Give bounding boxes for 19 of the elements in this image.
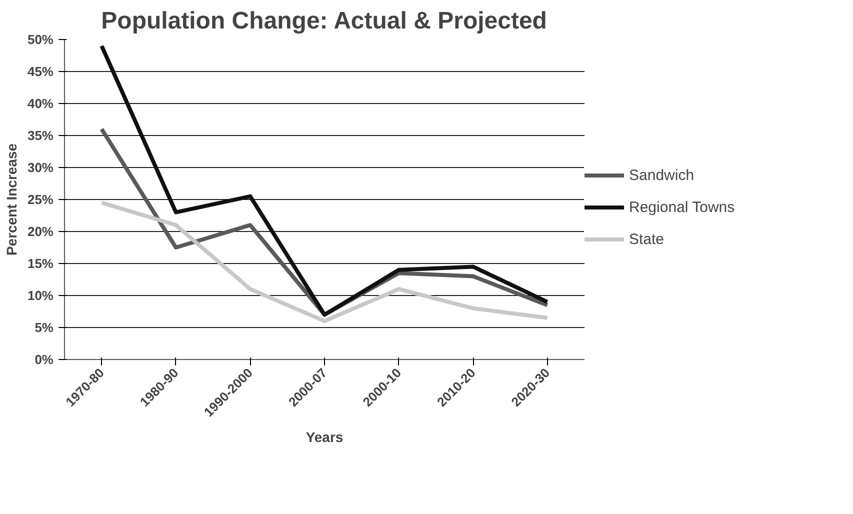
line-series — [100, 200, 550, 324]
y-tick-label: 40% — [27, 96, 54, 111]
legend-label: Regional Towns — [629, 198, 735, 216]
chart-title: Population Change: Actual & Projected — [101, 8, 547, 34]
legend-label: Sandwich — [629, 166, 694, 184]
y-tick-label: 35% — [27, 128, 54, 143]
y-tick-label: 25% — [27, 192, 54, 207]
y-tick-label: 15% — [27, 256, 54, 271]
y-tick-label: 30% — [27, 160, 54, 175]
line-series — [100, 44, 550, 317]
legend-label: State — [629, 230, 664, 248]
y-tick-label: 5% — [34, 320, 54, 335]
x-axis-title: Years — [306, 428, 344, 445]
y-tick-label: 45% — [27, 64, 54, 79]
y-tick-label: 0% — [34, 352, 54, 367]
y-tick-label: 20% — [27, 224, 54, 239]
y-axis-title: Percent Increase — [3, 143, 20, 256]
y-tick-label: 10% — [27, 288, 54, 303]
y-tick-label: 50% — [27, 32, 54, 47]
